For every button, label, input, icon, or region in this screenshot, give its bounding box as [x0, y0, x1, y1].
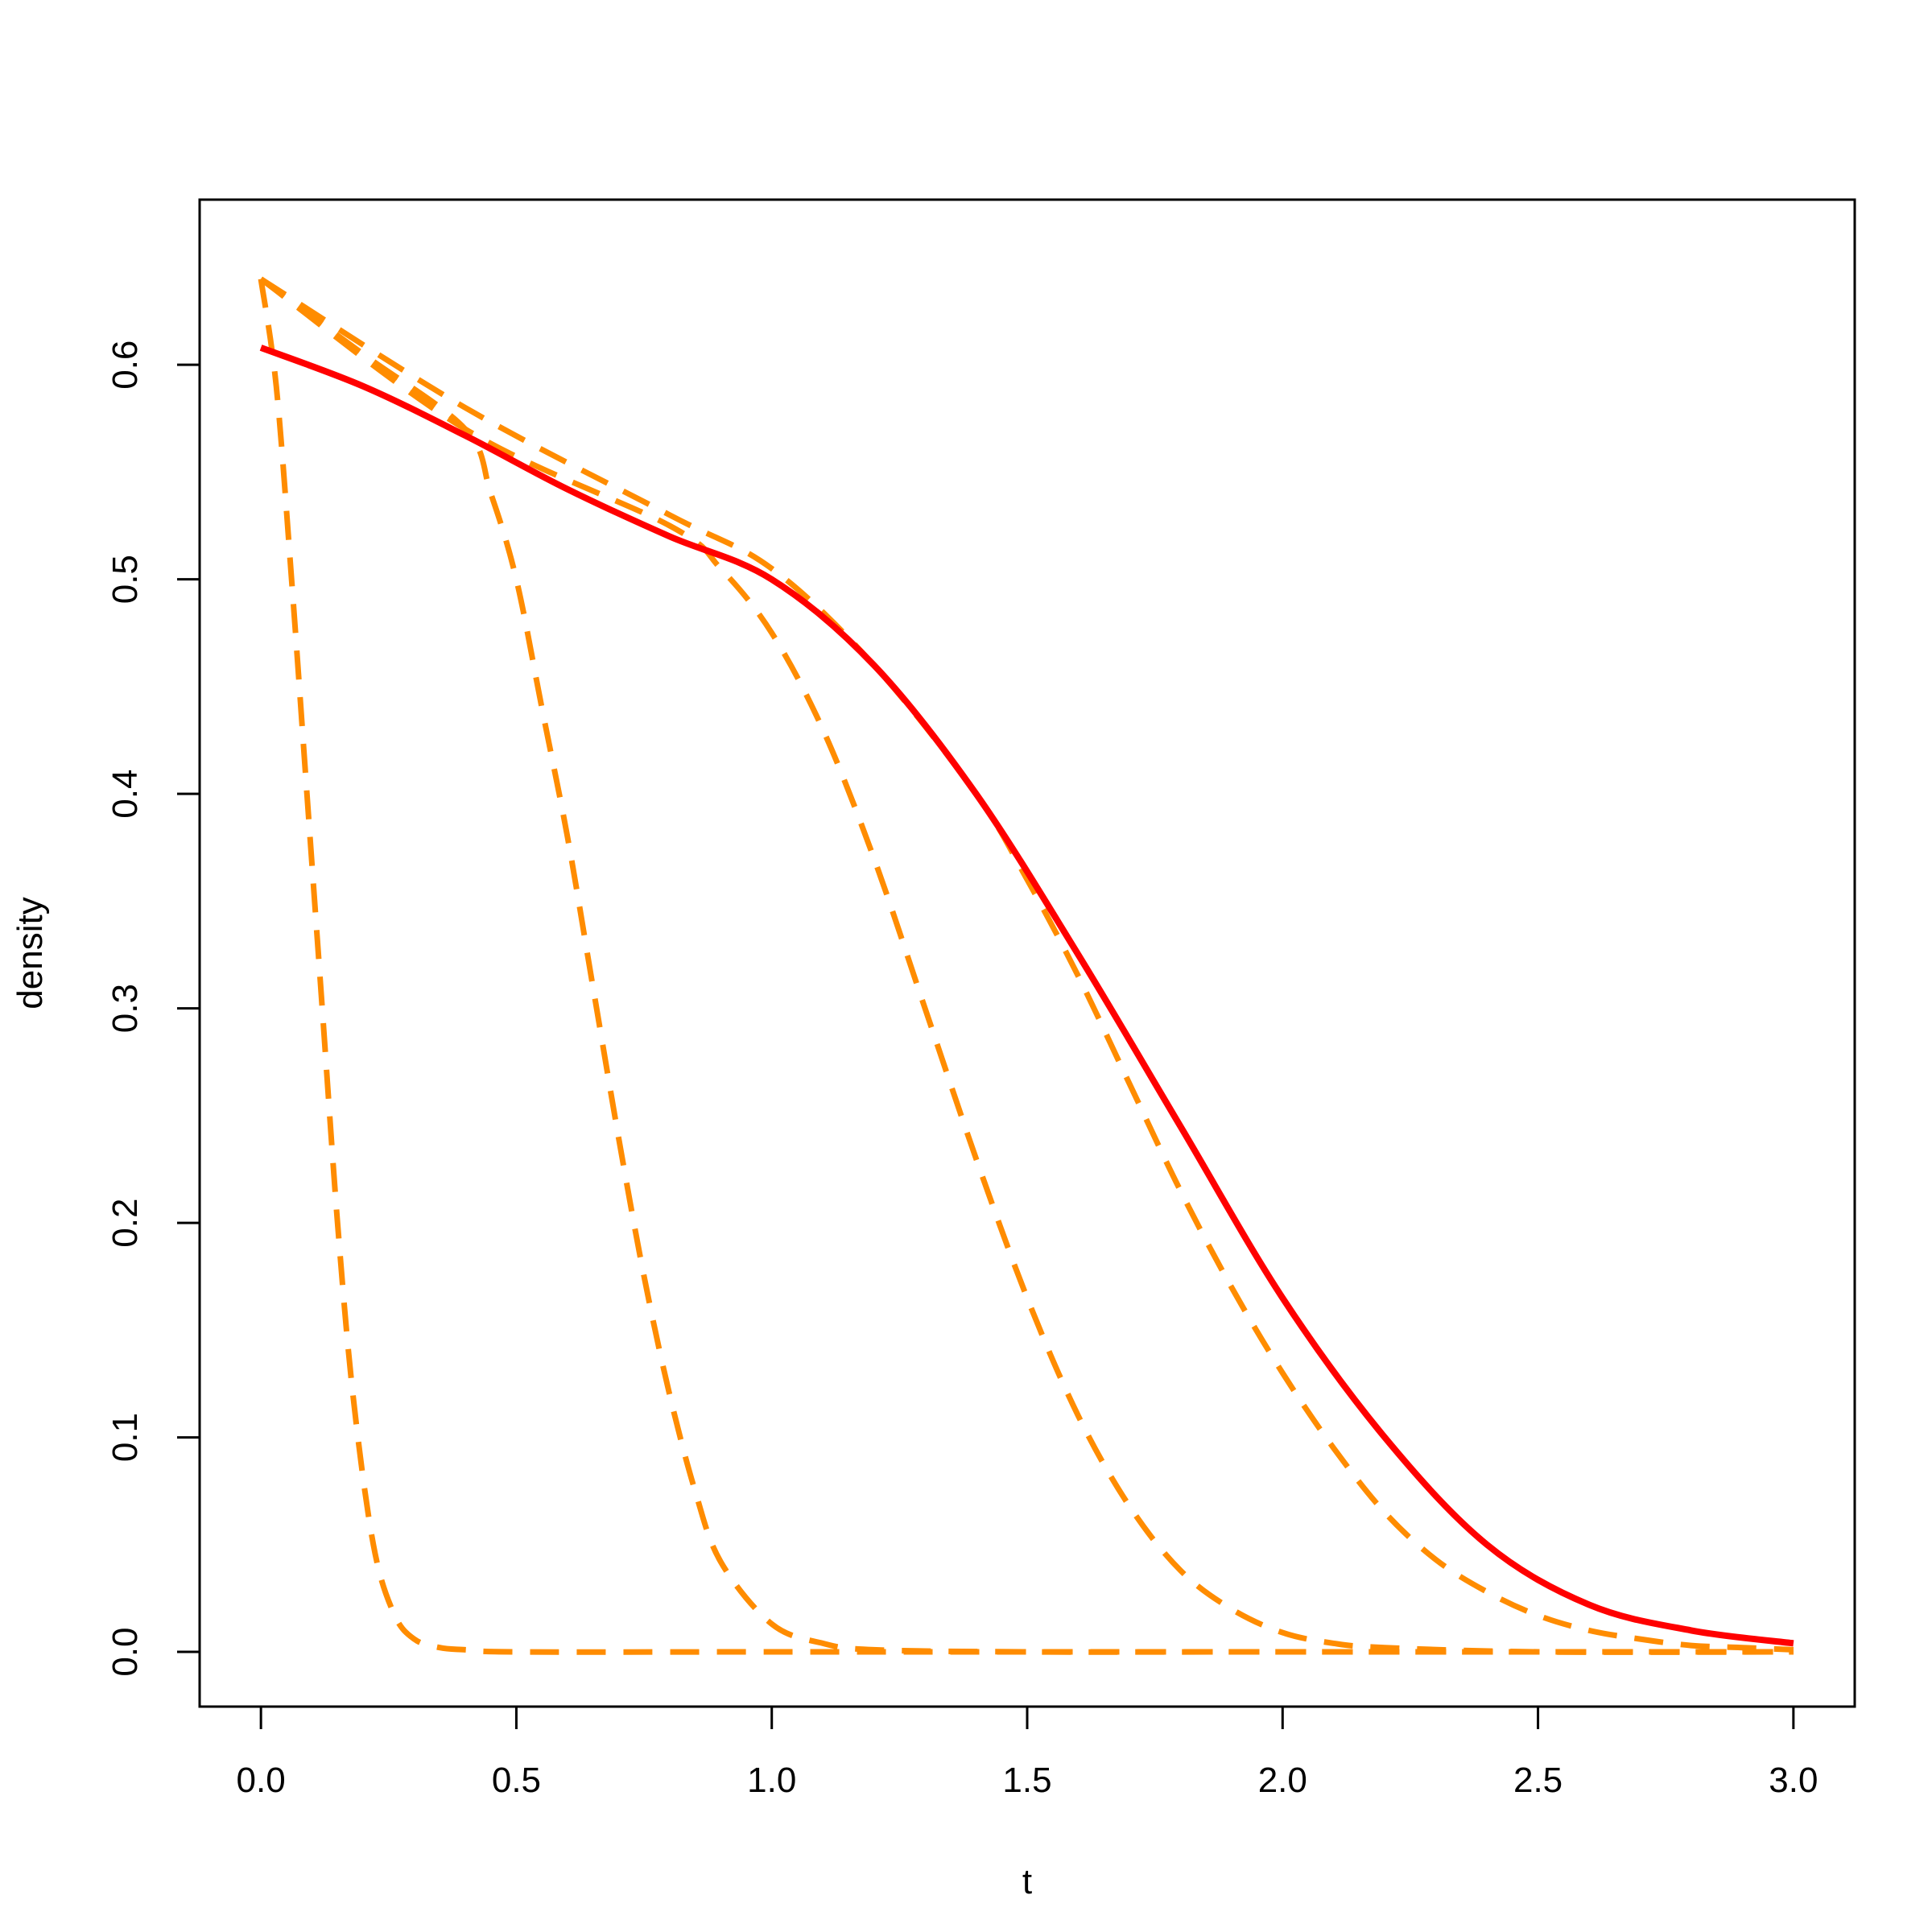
y-tick-label: 0.4	[105, 770, 145, 819]
x-tick-label: 0.0	[237, 1761, 286, 1800]
x-tick-label: 2.0	[1258, 1761, 1307, 1800]
y-tick-label: 0.6	[105, 341, 145, 390]
dashed-density-line-3	[259, 276, 1794, 1655]
dashed-density-line-1	[258, 279, 1794, 1655]
x-tick-label: 3.0	[1769, 1761, 1818, 1800]
x-tick-label: 2.5	[1513, 1761, 1563, 1800]
y-tick-label: 0.2	[105, 1199, 145, 1248]
x-tick-label: 0.5	[492, 1761, 541, 1800]
y-axis: 0.0 0.1 0.2 0.3 0.4 0.5 0.6	[105, 341, 201, 1677]
solid-density-line-0	[259, 345, 1794, 1647]
y-tick-label: 0.1	[105, 1413, 145, 1462]
dashed-density-line-4	[259, 276, 1794, 1653]
y-tick-label: 0.3	[105, 984, 145, 1033]
x-axis-label: t	[1022, 1862, 1032, 1901]
x-axis: 0.0 0.5 1.0 1.5 2.0 2.5 3.0	[237, 1705, 1818, 1800]
y-tick-label: 0.0	[105, 1627, 145, 1676]
x-tick-label: 1.0	[747, 1761, 796, 1800]
y-axis-label: density	[10, 897, 50, 1009]
y-tick-label: 0.5	[105, 555, 145, 604]
series-layer	[258, 276, 1794, 1655]
dashed-density-line-2	[259, 276, 1794, 1655]
x-tick-label: 1.5	[1002, 1761, 1051, 1800]
